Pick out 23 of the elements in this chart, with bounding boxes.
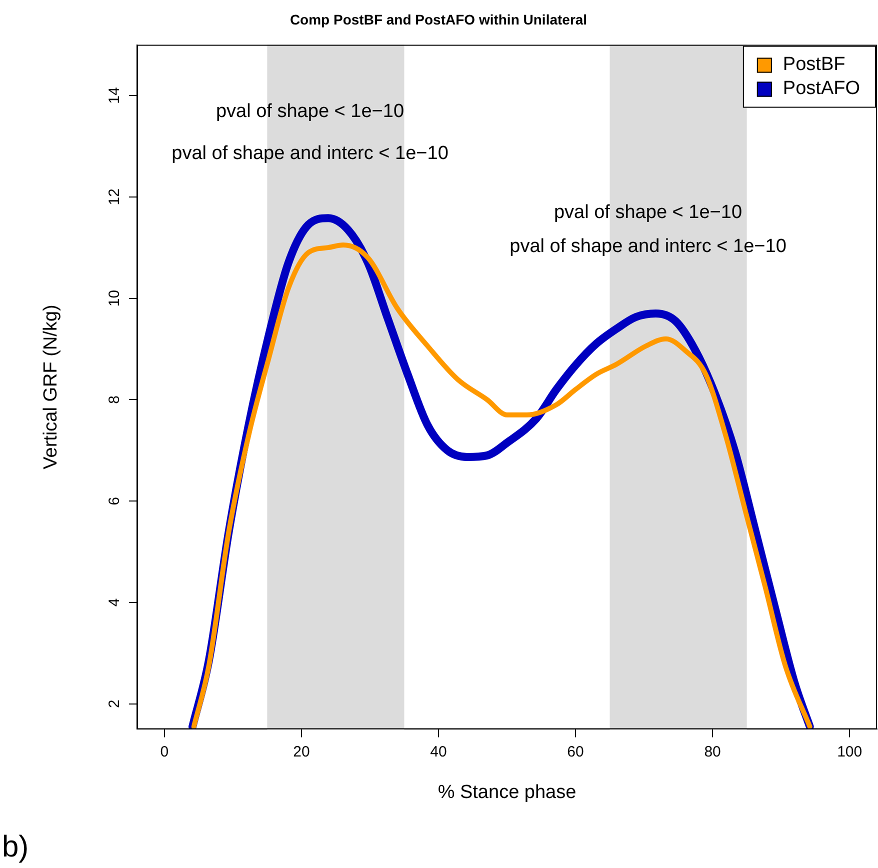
legend-label: PostBF: [782, 54, 846, 76]
x-tick-label: 20: [293, 743, 310, 760]
x-axis-title: % Stance phase: [438, 782, 576, 803]
y-tick-label: 4: [106, 598, 124, 607]
x-tick-label: 60: [567, 743, 584, 760]
y-tick-label: 10: [106, 290, 124, 307]
y-tick-label: 12: [106, 188, 124, 206]
x-tick-label: 80: [704, 743, 721, 760]
x-tick-label: 0: [160, 743, 169, 760]
y-tick-label: 6: [106, 496, 124, 506]
x-tick-label: 100: [837, 743, 862, 760]
text: b): [2, 830, 29, 864]
chart-title: Comp PostBF and PostAFO within Unilateral: [290, 11, 588, 28]
x-tick-label: 40: [430, 743, 447, 760]
annotation: pval of shape < 1e−10: [554, 202, 742, 224]
y-axis-title: Vertical GRF (N/kg): [40, 304, 62, 470]
y-tick-label: 8: [106, 396, 124, 404]
legend-label: PostAFO: [782, 78, 860, 100]
annotation: pval of shape < 1e−10: [216, 101, 404, 122]
annotation: pval of shape and interc < 1e−10: [172, 143, 448, 164]
y-tick-label: 2: [106, 700, 124, 708]
y-tick-label: 14: [106, 87, 124, 104]
annotation: pval of shape and interc < 1e−10: [510, 236, 786, 258]
